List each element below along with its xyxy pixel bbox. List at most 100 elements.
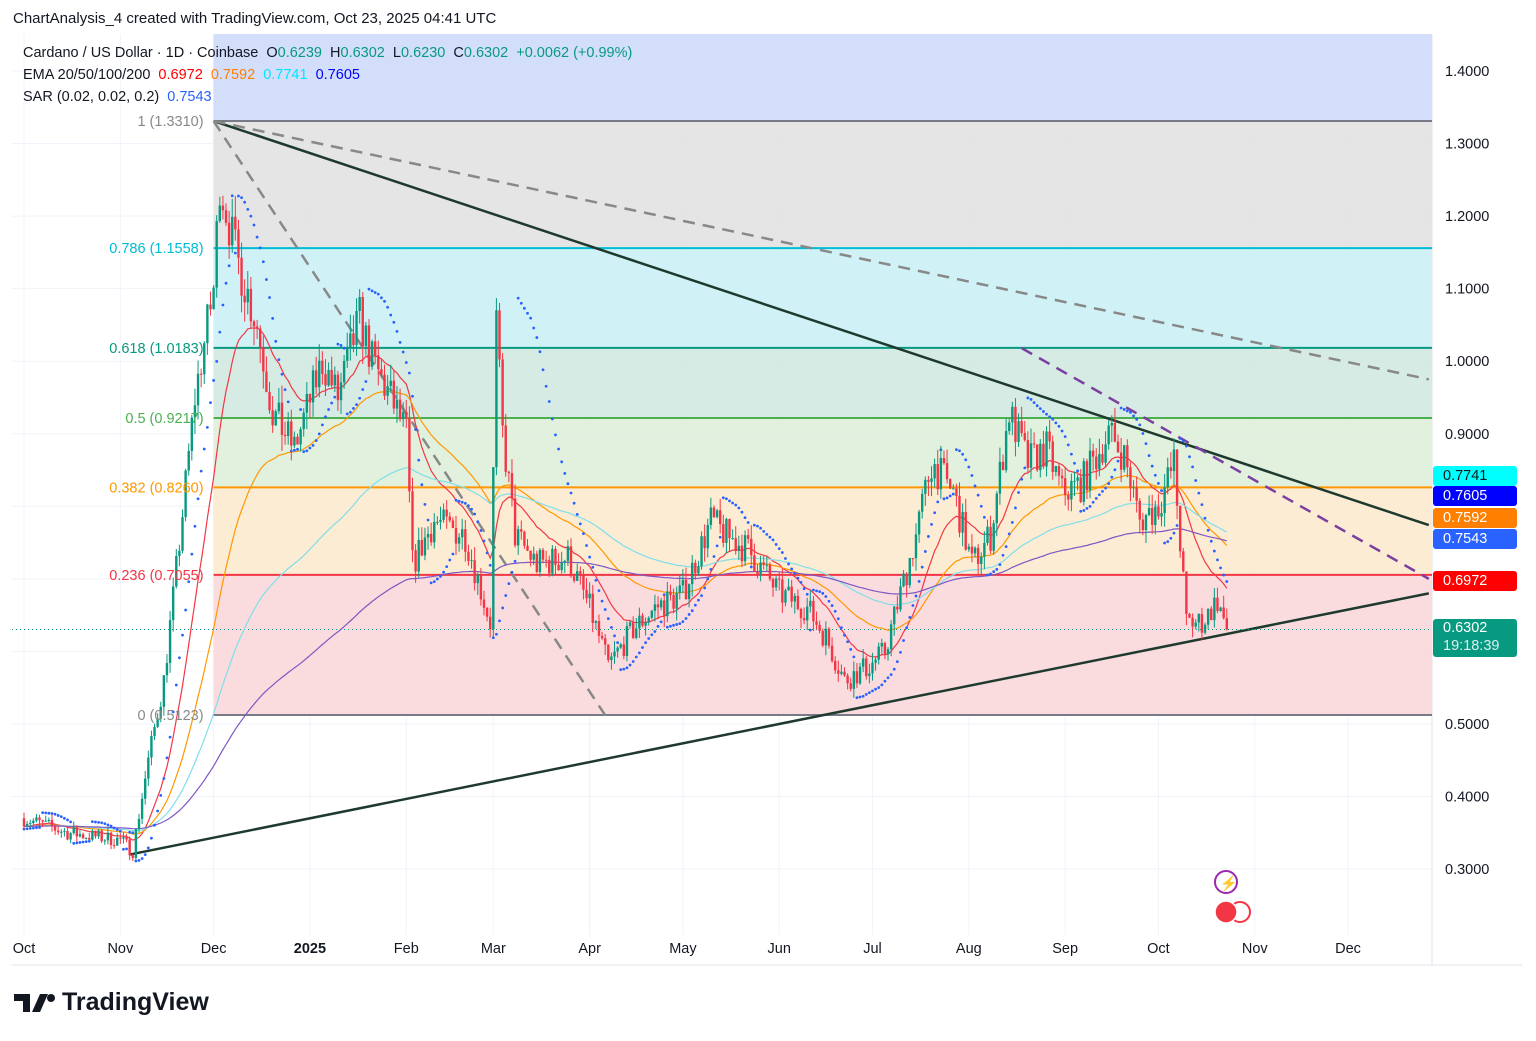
- candle-body[interactable]: [781, 579, 784, 603]
- candle-body[interactable]: [899, 586, 902, 610]
- candle-body[interactable]: [25, 823, 29, 827]
- candle-body[interactable]: [1203, 624, 1207, 633]
- candle-body[interactable]: [231, 216, 234, 246]
- candle-body[interactable]: [569, 546, 573, 577]
- candle-body[interactable]: [330, 369, 333, 386]
- candle-body[interactable]: [346, 346, 349, 361]
- candle-body[interactable]: [980, 556, 983, 565]
- candle-body[interactable]: [342, 360, 346, 383]
- candle-body[interactable]: [1091, 450, 1095, 457]
- candle-body[interactable]: [806, 606, 809, 621]
- candle-body[interactable]: [1067, 495, 1070, 500]
- candle-body[interactable]: [504, 425, 507, 472]
- candle-body[interactable]: [1054, 466, 1058, 472]
- candle-body[interactable]: [722, 524, 725, 543]
- candle-body[interactable]: [485, 607, 489, 617]
- candle-body[interactable]: [1123, 445, 1126, 470]
- candle-body[interactable]: [893, 606, 896, 625]
- candle-body[interactable]: [380, 369, 383, 375]
- candle-body[interactable]: [498, 310, 501, 360]
- candle-body[interactable]: [591, 593, 594, 623]
- candle-body[interactable]: [1206, 608, 1210, 625]
- candle-body[interactable]: [1135, 487, 1138, 501]
- candle-body[interactable]: [930, 478, 933, 482]
- candle-body[interactable]: [914, 534, 918, 559]
- candle-body[interactable]: [1098, 454, 1101, 470]
- candle-body[interactable]: [81, 834, 85, 839]
- candle-body[interactable]: [473, 560, 476, 584]
- candle-body[interactable]: [532, 553, 535, 560]
- candle-body[interactable]: [995, 493, 998, 524]
- candle-body[interactable]: [156, 718, 159, 727]
- candle-body[interactable]: [694, 562, 697, 574]
- candle-body[interactable]: [855, 671, 859, 684]
- candle-body[interactable]: [91, 830, 94, 840]
- candle-body[interactable]: [1150, 507, 1154, 525]
- candle-body[interactable]: [771, 578, 775, 588]
- us-flag-icon[interactable]: [1214, 900, 1238, 924]
- trendline[interactable]: [1021, 347, 1430, 580]
- candle-body[interactable]: [765, 564, 769, 566]
- candle-body[interactable]: [336, 374, 340, 401]
- candle-body[interactable]: [678, 585, 681, 593]
- candle-body[interactable]: [218, 205, 222, 222]
- candle-body[interactable]: [358, 297, 361, 311]
- candle-body[interactable]: [221, 205, 225, 211]
- candle-body[interactable]: [181, 517, 184, 551]
- candle-body[interactable]: [560, 562, 563, 571]
- candle-body[interactable]: [613, 651, 616, 657]
- candle-body[interactable]: [1119, 452, 1123, 470]
- candle-body[interactable]: [510, 473, 514, 499]
- candle-body[interactable]: [1008, 422, 1011, 432]
- candle-body[interactable]: [868, 673, 871, 677]
- candle-body[interactable]: [488, 616, 492, 630]
- candle-body[interactable]: [697, 566, 700, 574]
- candle-body[interactable]: [830, 645, 834, 661]
- candle-body[interactable]: [672, 594, 675, 609]
- candle-body[interactable]: [750, 538, 753, 556]
- candle-body[interactable]: [572, 576, 576, 581]
- candle-body[interactable]: [1014, 406, 1017, 442]
- candle-body[interactable]: [737, 545, 741, 551]
- candle-body[interactable]: [793, 595, 796, 602]
- candle-body[interactable]: [827, 628, 831, 646]
- candle-body[interactable]: [663, 600, 666, 617]
- candle-body[interactable]: [206, 304, 209, 344]
- candle-body[interactable]: [787, 586, 790, 591]
- candle-body[interactable]: [305, 393, 309, 413]
- candle-body[interactable]: [896, 606, 899, 610]
- candle-body[interactable]: [989, 526, 992, 551]
- candle-body[interactable]: [308, 393, 312, 403]
- candle-body[interactable]: [759, 562, 762, 575]
- candle-body[interactable]: [94, 830, 97, 837]
- candle-body[interactable]: [296, 436, 299, 445]
- candle-body[interactable]: [165, 662, 169, 676]
- candle-body[interactable]: [1095, 456, 1098, 470]
- candle-body[interactable]: [774, 578, 778, 588]
- candle-body[interactable]: [290, 421, 293, 446]
- candle-body[interactable]: [56, 830, 60, 833]
- candle-body[interactable]: [1116, 441, 1120, 453]
- candle-body[interactable]: [277, 402, 281, 412]
- candle-body[interactable]: [137, 818, 141, 830]
- candle-body[interactable]: [616, 647, 619, 652]
- candle-body[interactable]: [992, 523, 995, 551]
- candle-body[interactable]: [280, 402, 284, 435]
- lightning-icon[interactable]: [1214, 870, 1238, 894]
- candle-body[interactable]: [199, 373, 203, 375]
- candle-body[interactable]: [224, 210, 228, 223]
- candle-body[interactable]: [768, 564, 772, 579]
- candle-body[interactable]: [1197, 614, 1201, 623]
- candle-body[interactable]: [551, 548, 554, 574]
- trendline[interactable]: [213, 119, 1430, 527]
- candle-body[interactable]: [268, 391, 271, 411]
- candle-body[interactable]: [66, 830, 69, 840]
- candle-body[interactable]: [563, 560, 566, 563]
- candle-body[interactable]: [259, 328, 262, 347]
- candle-body[interactable]: [1110, 422, 1113, 426]
- candle-body[interactable]: [625, 625, 629, 656]
- candle-body[interactable]: [377, 355, 380, 370]
- candle-body[interactable]: [1160, 513, 1163, 517]
- candle-body[interactable]: [703, 536, 706, 549]
